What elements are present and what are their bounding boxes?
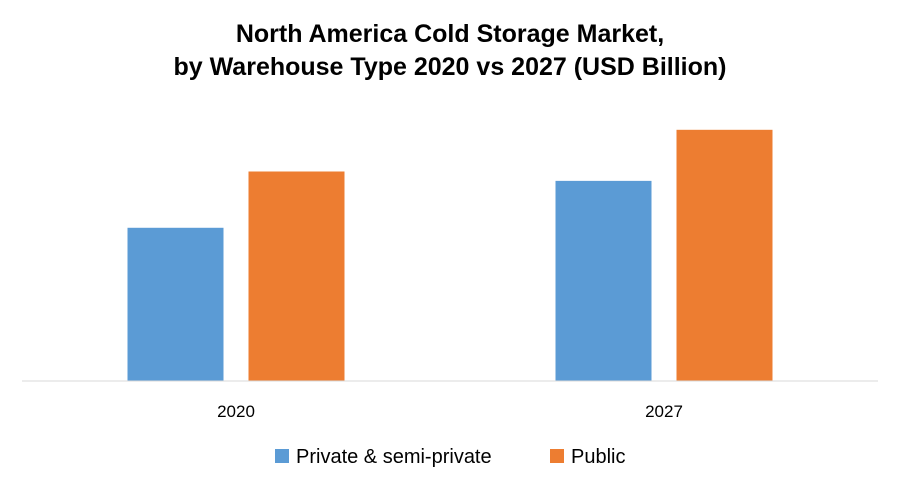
x-tick-labels: 2020 2027	[217, 402, 683, 421]
legend-swatch-1	[550, 449, 564, 463]
bar-2027-series-1	[676, 129, 773, 381]
bars-group	[127, 129, 773, 381]
legend-label-0: Private & semi-private	[296, 446, 492, 468]
bar-2020-series-1	[248, 171, 345, 381]
legend-label-1: Public	[571, 446, 625, 468]
legend-swatch-0	[275, 449, 289, 463]
chart-title-line-2: by Warehouse Type 2020 vs 2027 (USD Bill…	[173, 53, 727, 81]
chart-title-line-1: North America Cold Storage Market,	[235, 20, 665, 48]
x-tick-label-2020: 2020	[217, 402, 255, 421]
bar-2027-series-0	[555, 180, 652, 381]
legend: Private & semi-private Public	[275, 446, 625, 468]
x-tick-label-2027: 2027	[645, 402, 683, 421]
bar-2020-series-0	[127, 227, 224, 381]
chart-title: North America Cold Storage Market, by Wa…	[0, 18, 900, 84]
